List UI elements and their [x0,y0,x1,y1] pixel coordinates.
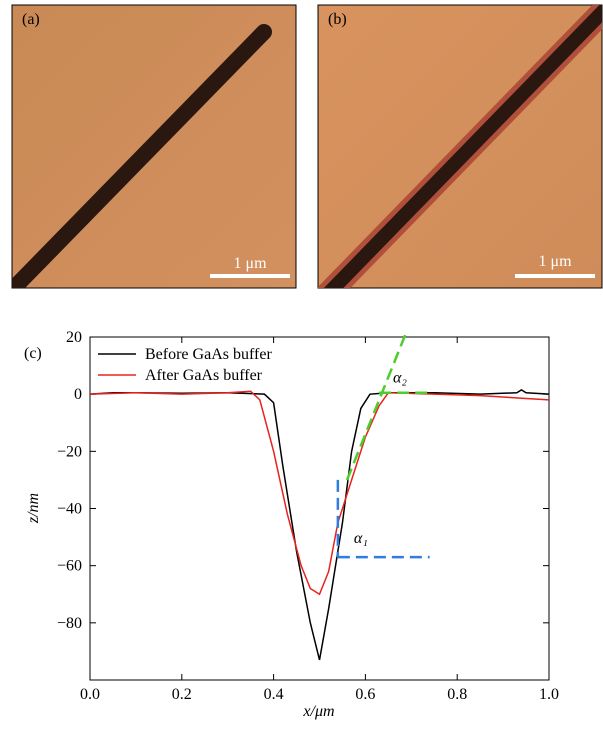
image-a: (a) 1 μm [11,4,297,289]
y-axis-label: z/nm [25,493,42,524]
y-tick-label: 0 [74,386,82,403]
scale-bar-label: 1 μm [233,255,267,272]
y-tick-label: −20 [57,443,82,460]
y-tick-label: −60 [57,558,82,575]
x-tick-label: 0.8 [447,686,467,703]
panel-label: (b) [328,11,347,28]
x-tick-label: 0.0 [80,686,100,703]
guide-label: α₂ [393,370,407,387]
image-b: (b) 1 μm [317,4,603,289]
legend-label: Before GaAs buffer [145,346,272,363]
plot-frame [89,336,550,681]
y-tick-label: −40 [57,501,82,518]
x-tick-label: 1.0 [539,686,559,703]
panel-label: (a) [22,11,40,28]
chart: (c) x/μm z/nm 20 0 −20 −40 −60 −80 0.0 0.2 0.4 0.… [24,329,559,720]
data-line [89,388,550,661]
x-tick-label: 0.4 [264,686,284,703]
x-tick-label: 0.2 [172,686,192,703]
panel-label: (c) [24,345,42,362]
scale-bar-label: 1 μm [538,253,572,270]
data-line [89,390,550,596]
x-tick-label: 0.6 [355,686,375,703]
guide-line [345,330,408,481]
y-tick-label: −80 [57,615,82,632]
guide-label: α₁ [354,530,368,547]
y-tick-label: 20 [66,329,82,346]
legend-label: After GaAs buffer [145,367,263,384]
x-axis-label: x/μm [302,703,334,720]
